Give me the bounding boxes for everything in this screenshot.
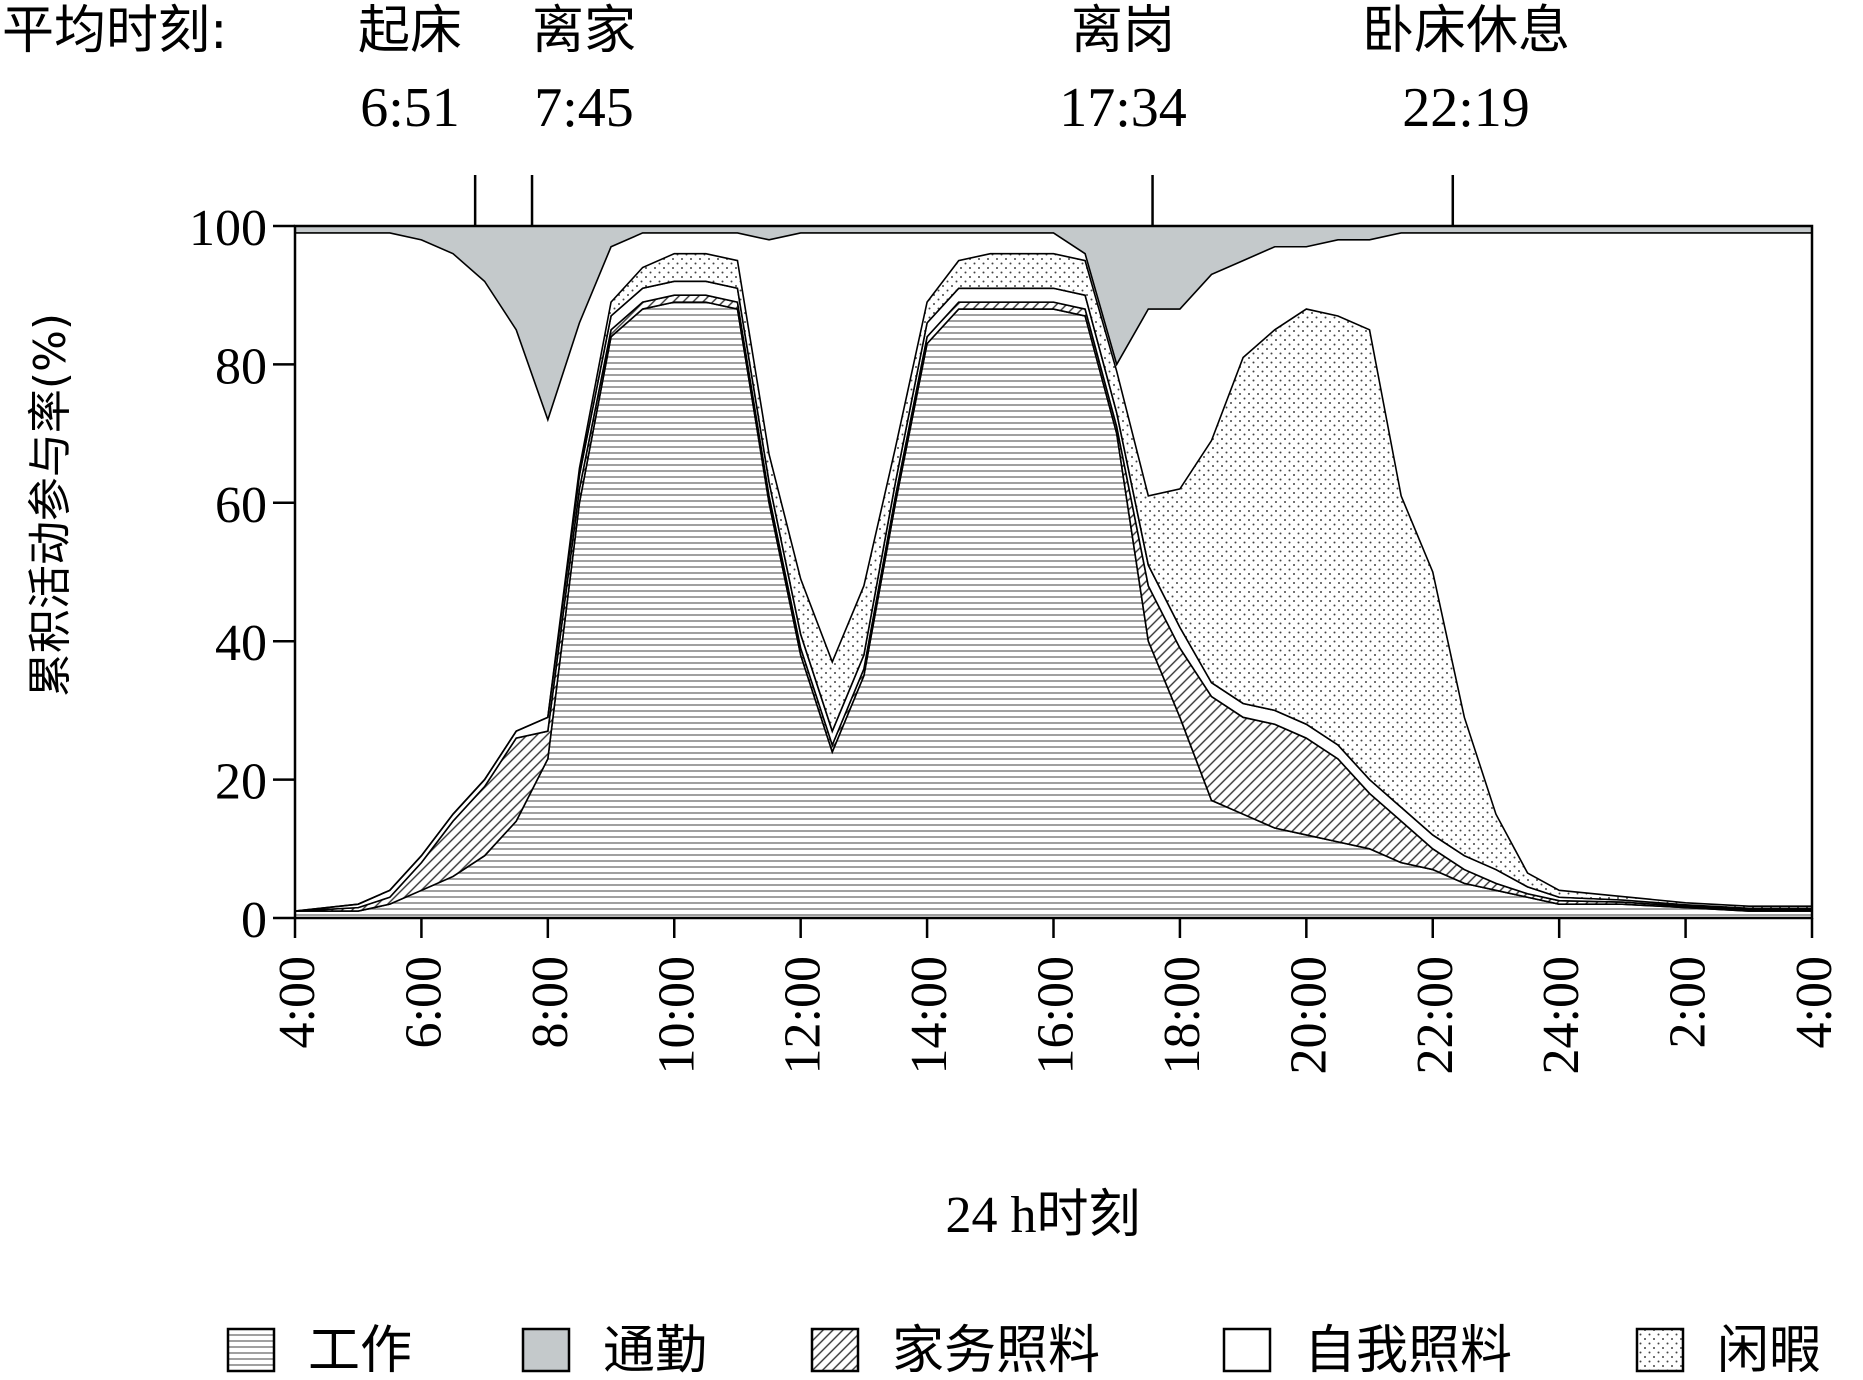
x-axis: 4:00 6:00 8:00 10:00 12:00 14:00 16:00 18:00 20:… [269,918,1843,1074]
legend-swatch [226,1327,276,1373]
x-tick-label: 2:00 [1660,956,1717,1048]
y-axis-label: 累积活动参与率(%) [25,313,76,697]
area-horizontal-lines [294,301,1813,919]
event-label: 离岗 [1071,1,1175,61]
x-tick-label: 22:00 [1407,956,1464,1074]
y-tick-label: 0 [241,892,267,949]
x-tick-label: 4:00 [269,956,326,1048]
legend-label: 工作 [308,1321,412,1380]
x-tick-label: 8:00 [522,956,579,1048]
y-tick-label: 60 [215,477,267,534]
x-tick-label: 20:00 [1280,956,1337,1074]
legend-label: 通勤 [603,1321,707,1380]
x-axis-label: 24 h时刻 [945,1187,1140,1244]
legend: 工作 通勤 家务照料 自我照料 闲暇 [226,1321,1821,1380]
event-label: 离家 [532,1,636,61]
x-tick-label: 4:00 [1786,956,1843,1048]
y-tick-label: 40 [215,615,267,672]
event-label: 卧床休息 [1362,1,1570,61]
legend-swatch [1635,1327,1685,1373]
y-tick-label: 100 [189,200,267,257]
event-time: 17:34 [1059,77,1187,139]
event-time: 6:51 [360,77,460,139]
x-tick-label: 6:00 [395,956,452,1048]
legend-label: 闲暇 [1717,1321,1821,1380]
x-tick-label: 16:00 [1028,956,1085,1074]
legend-swatch [521,1327,571,1373]
x-tick-label: 14:00 [901,956,958,1074]
event-time: 22:19 [1402,77,1530,139]
y-tick-label: 20 [215,754,267,811]
area-gray [294,225,1813,423]
legend-label: 家务照料 [892,1321,1100,1380]
stacked-areas [294,225,1813,919]
event-time: 7:45 [534,77,634,139]
legend-swatch [810,1327,860,1373]
x-tick-label: 10:00 [648,956,705,1074]
y-axis: 0 20 40 60 80 100 [189,200,295,949]
x-tick-label: 24:00 [1533,956,1590,1074]
legend-swatch [1222,1327,1272,1373]
x-tick-label: 12:00 [775,956,832,1074]
header-events: 起床 6:51 离家 7:45 离岗 17:34 卧床休息 22:19 [358,1,1570,139]
header-prefix: 平均时刻: [2,1,228,61]
y-tick-label: 80 [215,338,267,395]
event-ticks [473,175,1455,226]
legend-label: 自我照料 [1304,1321,1512,1380]
x-tick-label: 18:00 [1154,956,1211,1074]
event-label: 起床 [358,1,462,61]
